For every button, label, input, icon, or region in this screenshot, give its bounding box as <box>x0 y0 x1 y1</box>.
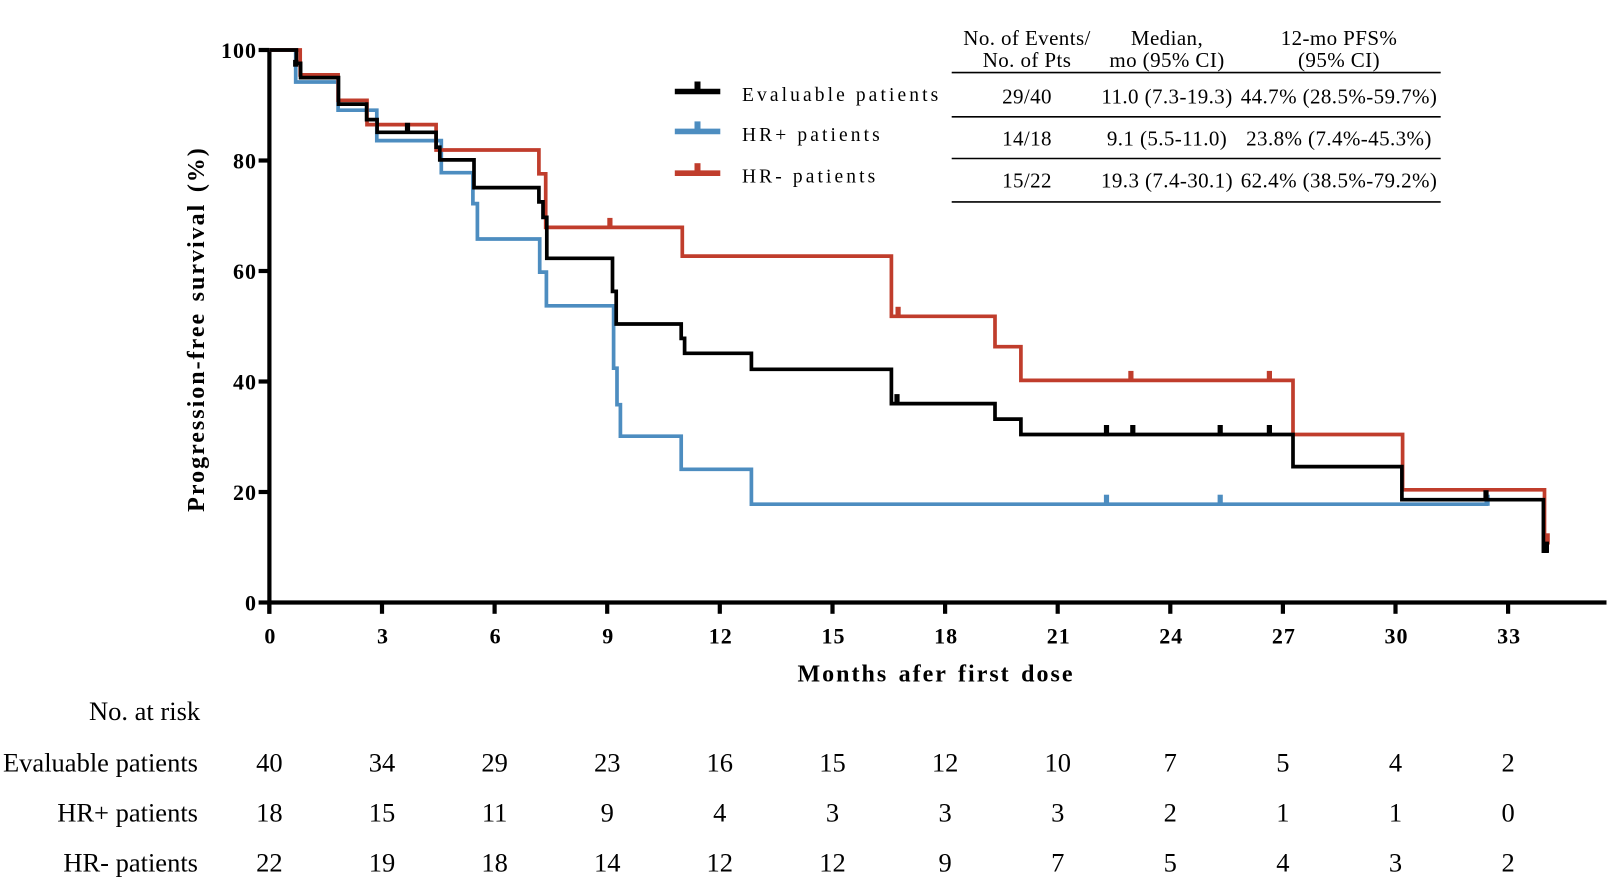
svg-text:34: 34 <box>369 748 396 778</box>
svg-text:HR+ patients: HR+ patients <box>742 125 883 146</box>
svg-text:0: 0 <box>1501 798 1514 828</box>
svg-text:5: 5 <box>1164 848 1177 878</box>
svg-text:No. of Pts: No. of Pts <box>983 48 1072 72</box>
svg-text:1: 1 <box>1389 798 1402 828</box>
svg-text:2: 2 <box>1501 848 1514 878</box>
svg-text:3: 3 <box>1389 848 1402 878</box>
svg-text:15: 15 <box>822 624 846 649</box>
svg-text:100: 100 <box>221 38 257 63</box>
svg-text:Evaluable patients: Evaluable patients <box>3 748 198 778</box>
svg-text:HR- patients: HR- patients <box>63 848 198 878</box>
svg-text:16: 16 <box>707 748 734 778</box>
svg-text:18: 18 <box>934 624 958 649</box>
svg-text:29/40: 29/40 <box>1002 85 1052 109</box>
svg-text:3: 3 <box>826 798 839 828</box>
svg-text:23: 23 <box>594 748 621 778</box>
svg-text:33: 33 <box>1497 624 1521 649</box>
svg-text:12: 12 <box>819 848 846 878</box>
svg-text:18: 18 <box>256 798 283 828</box>
svg-text:22: 22 <box>256 848 283 878</box>
svg-text:Months afer first dose: Months afer first dose <box>797 662 1074 688</box>
svg-text:4: 4 <box>1276 848 1289 878</box>
svg-text:0: 0 <box>245 591 257 616</box>
svg-text:19.3 (7.4-30.1): 19.3 (7.4-30.1) <box>1101 168 1233 192</box>
svg-text:HR- patients: HR- patients <box>742 167 878 188</box>
svg-text:30: 30 <box>1385 624 1409 649</box>
svg-text:62.4% (38.5%-79.2%): 62.4% (38.5%-79.2%) <box>1241 168 1438 192</box>
svg-text:3: 3 <box>377 624 389 649</box>
svg-text:mo (95% CI): mo (95% CI) <box>1109 48 1224 72</box>
svg-text:HR+ patients: HR+ patients <box>57 798 198 828</box>
svg-text:21: 21 <box>1047 624 1071 649</box>
svg-text:3: 3 <box>1051 798 1064 828</box>
svg-text:11: 11 <box>482 798 508 828</box>
svg-text:4: 4 <box>1389 748 1402 778</box>
svg-text:14/18: 14/18 <box>1002 127 1052 151</box>
svg-text:80: 80 <box>233 149 257 174</box>
svg-text:24: 24 <box>1159 624 1183 649</box>
svg-text:10: 10 <box>1044 748 1071 778</box>
svg-text:9: 9 <box>938 848 951 878</box>
svg-text:19: 19 <box>369 848 396 878</box>
svg-text:2: 2 <box>1501 748 1514 778</box>
svg-text:20: 20 <box>233 480 257 505</box>
svg-text:Evaluable patients: Evaluable patients <box>742 85 941 106</box>
svg-text:No. at risk: No. at risk <box>89 696 201 726</box>
svg-text:6: 6 <box>490 624 502 649</box>
svg-text:5: 5 <box>1276 748 1289 778</box>
svg-text:7: 7 <box>1164 748 1177 778</box>
svg-text:11.0 (7.3-19.3): 11.0 (7.3-19.3) <box>1101 85 1232 109</box>
svg-text:15/22: 15/22 <box>1002 168 1052 192</box>
svg-text:27: 27 <box>1272 624 1296 649</box>
svg-text:9: 9 <box>602 624 614 649</box>
svg-text:9: 9 <box>601 798 614 828</box>
svg-text:Progression-free survival (%): Progression-free survival (%) <box>184 146 210 512</box>
svg-text:(95% CI): (95% CI) <box>1298 48 1380 72</box>
svg-text:60: 60 <box>233 259 257 284</box>
svg-text:2: 2 <box>1164 798 1177 828</box>
svg-text:18: 18 <box>481 848 508 878</box>
svg-text:40: 40 <box>233 370 257 395</box>
svg-text:12: 12 <box>707 848 734 878</box>
svg-text:No. of Events/: No. of Events/ <box>963 26 1091 50</box>
svg-text:15: 15 <box>819 748 846 778</box>
svg-text:12: 12 <box>932 748 959 778</box>
svg-text:23.8% (7.4%-45.3%): 23.8% (7.4%-45.3%) <box>1246 127 1432 151</box>
svg-text:14: 14 <box>594 848 621 878</box>
svg-text:7: 7 <box>1051 848 1064 878</box>
svg-text:4: 4 <box>713 798 726 828</box>
svg-text:0: 0 <box>264 624 276 649</box>
svg-text:12-mo PFS%: 12-mo PFS% <box>1281 26 1398 50</box>
svg-text:40: 40 <box>256 748 283 778</box>
svg-text:44.7% (28.5%-59.7%): 44.7% (28.5%-59.7%) <box>1241 85 1438 109</box>
svg-text:Median,: Median, <box>1131 26 1203 50</box>
svg-text:15: 15 <box>369 798 396 828</box>
svg-text:1: 1 <box>1276 798 1289 828</box>
svg-text:3: 3 <box>938 798 951 828</box>
svg-text:12: 12 <box>709 624 733 649</box>
svg-text:29: 29 <box>481 748 508 778</box>
svg-text:9.1 (5.5-11.0): 9.1 (5.5-11.0) <box>1107 127 1227 151</box>
